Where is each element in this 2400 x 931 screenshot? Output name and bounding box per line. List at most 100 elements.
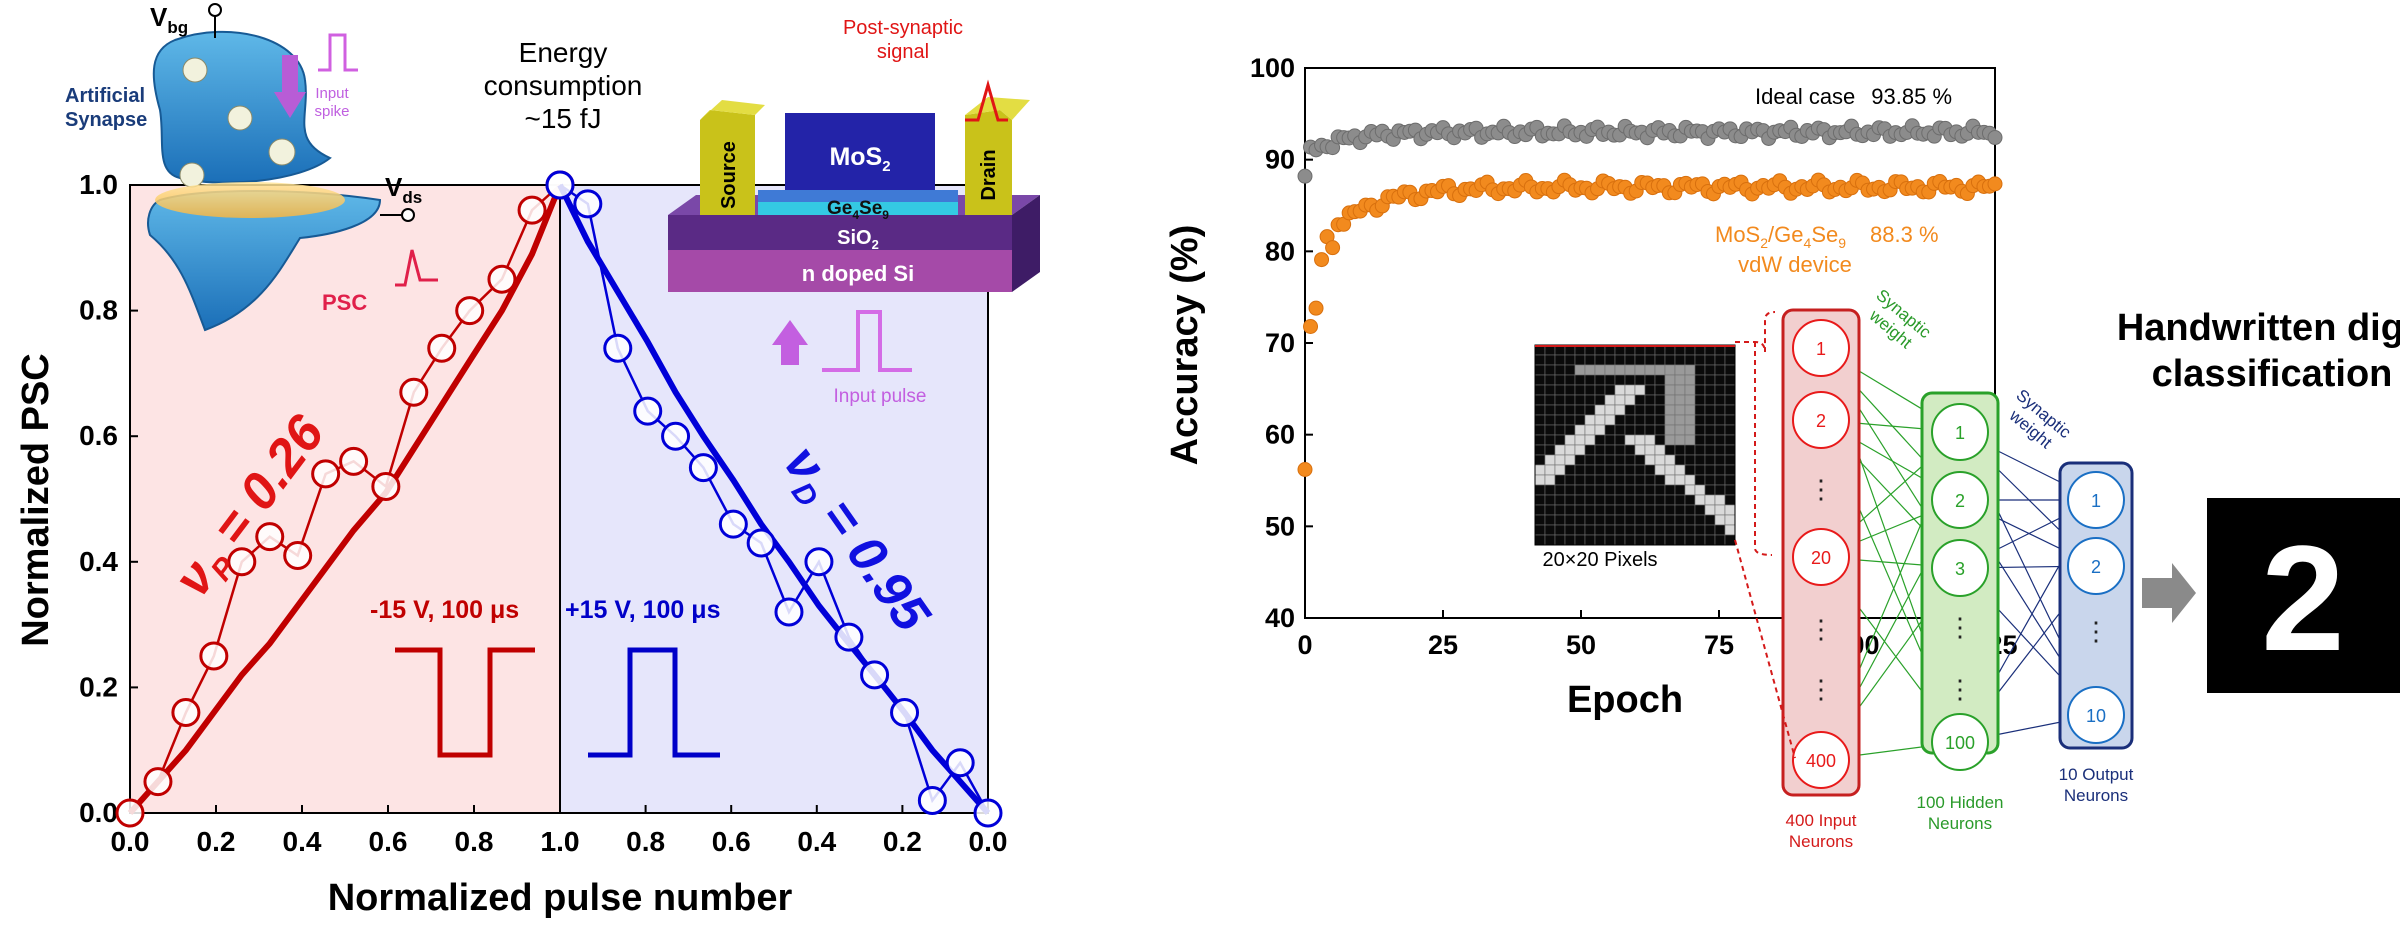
hidden-neuron-ellipsis: ⋮ (1947, 612, 1973, 642)
pixel (1724, 444, 1736, 456)
pixel (1634, 514, 1646, 526)
pixel (1714, 514, 1726, 526)
pixel (1634, 444, 1646, 456)
pixel (1644, 454, 1656, 466)
artificial-synapse-label: Artificial Synapse (65, 85, 147, 131)
pixel (1614, 454, 1626, 466)
pixel (1544, 384, 1556, 396)
pixel (1534, 444, 1546, 456)
hidden-neuron (1931, 713, 1989, 771)
pixel (1544, 494, 1556, 506)
pixel (1664, 354, 1676, 366)
pixel (1604, 514, 1616, 526)
pixel (1644, 494, 1656, 506)
pixel (1604, 354, 1616, 366)
pixel (1694, 524, 1706, 536)
pixel (1644, 444, 1656, 456)
data-point (973, 798, 1003, 828)
pixel (1714, 354, 1726, 366)
pixel (1714, 444, 1726, 456)
y-tick-label: 80 (1265, 236, 1295, 266)
pixel (1614, 434, 1626, 446)
pixel (1684, 474, 1696, 486)
pixel (1564, 374, 1576, 386)
pixel (1554, 504, 1566, 516)
synapse-illustration: Vbg Vds Artificial Synapse Input spike PSC (65, 2, 438, 332)
pixel (1674, 404, 1686, 416)
pixel (1654, 504, 1666, 516)
pixel (1594, 454, 1606, 466)
pixel (1624, 414, 1636, 426)
pixel (1564, 534, 1576, 546)
pixel (1594, 534, 1606, 546)
pixel (1624, 474, 1636, 486)
positive-pulse-waveform (588, 647, 720, 758)
pixel (1544, 484, 1556, 496)
y-tick-label: 0.8 (79, 295, 118, 326)
pixel (1664, 454, 1676, 466)
pixel (1674, 434, 1686, 446)
pixel (1704, 484, 1716, 496)
input-neuron-label: 20 (1811, 548, 1831, 568)
pixel (1704, 514, 1716, 526)
pixel (1664, 524, 1676, 536)
input-neuron (1792, 319, 1850, 377)
pixel (1684, 524, 1696, 536)
pixel (1654, 424, 1666, 436)
pixel (1724, 374, 1736, 386)
pixel (1544, 354, 1556, 366)
pixel (1614, 394, 1626, 406)
pixel (1674, 364, 1686, 376)
pixel (1584, 424, 1596, 436)
pixel (1654, 354, 1666, 366)
pixel (1654, 534, 1666, 546)
data-point (945, 748, 975, 778)
pixel (1604, 444, 1616, 456)
pixel (1554, 494, 1566, 506)
pixel (1654, 364, 1666, 376)
pixel (1724, 524, 1736, 536)
pixel (1604, 364, 1616, 376)
pixel (1574, 384, 1586, 396)
input-neuron-ellipsis: ⋮ (1808, 614, 1834, 644)
x-tick-label: 50 (1566, 630, 1596, 660)
ge4se9-layer (758, 202, 958, 215)
pixel (1684, 354, 1696, 366)
pixel (1664, 504, 1676, 516)
data-point (455, 296, 485, 326)
pixel (1714, 384, 1726, 396)
pixel (1574, 514, 1586, 526)
pixel (1694, 474, 1706, 486)
pixel (1604, 504, 1616, 516)
accuracy-x-label: Epoch (1567, 679, 1683, 721)
data-point (227, 547, 257, 577)
pixel (1714, 434, 1726, 446)
pixel (1654, 394, 1666, 406)
psc-label: PSC (322, 290, 367, 315)
x-tick-label: 1.0 (541, 826, 580, 857)
x-axis-ticks: 0.0 0.2 0.4 0.6 0.8 1.01.0 0.8 0.6 0.4 0.2 0.0 (111, 805, 1007, 857)
pixel (1724, 474, 1736, 486)
input-neuron (1792, 731, 1850, 789)
pixel (1584, 504, 1596, 516)
pixel (1534, 414, 1546, 426)
pixel (1584, 524, 1596, 536)
hidden-layer-label: 100 Hidden Neurons (1917, 793, 2004, 833)
pixel (1604, 464, 1616, 476)
pixel (1684, 444, 1696, 456)
pixel (1584, 404, 1596, 416)
pixel (1654, 444, 1666, 456)
data-point (487, 264, 517, 294)
negative-pulse-waveform (395, 647, 535, 758)
pixel (1624, 374, 1636, 386)
pixel (1654, 384, 1666, 396)
pixel (1644, 464, 1656, 476)
pixel (1534, 494, 1546, 506)
pixel (1704, 474, 1716, 486)
pixel (1684, 414, 1696, 426)
pixel (1564, 434, 1576, 446)
input-neuron-label: 400 (1806, 751, 1836, 771)
pixel (1534, 424, 1546, 436)
